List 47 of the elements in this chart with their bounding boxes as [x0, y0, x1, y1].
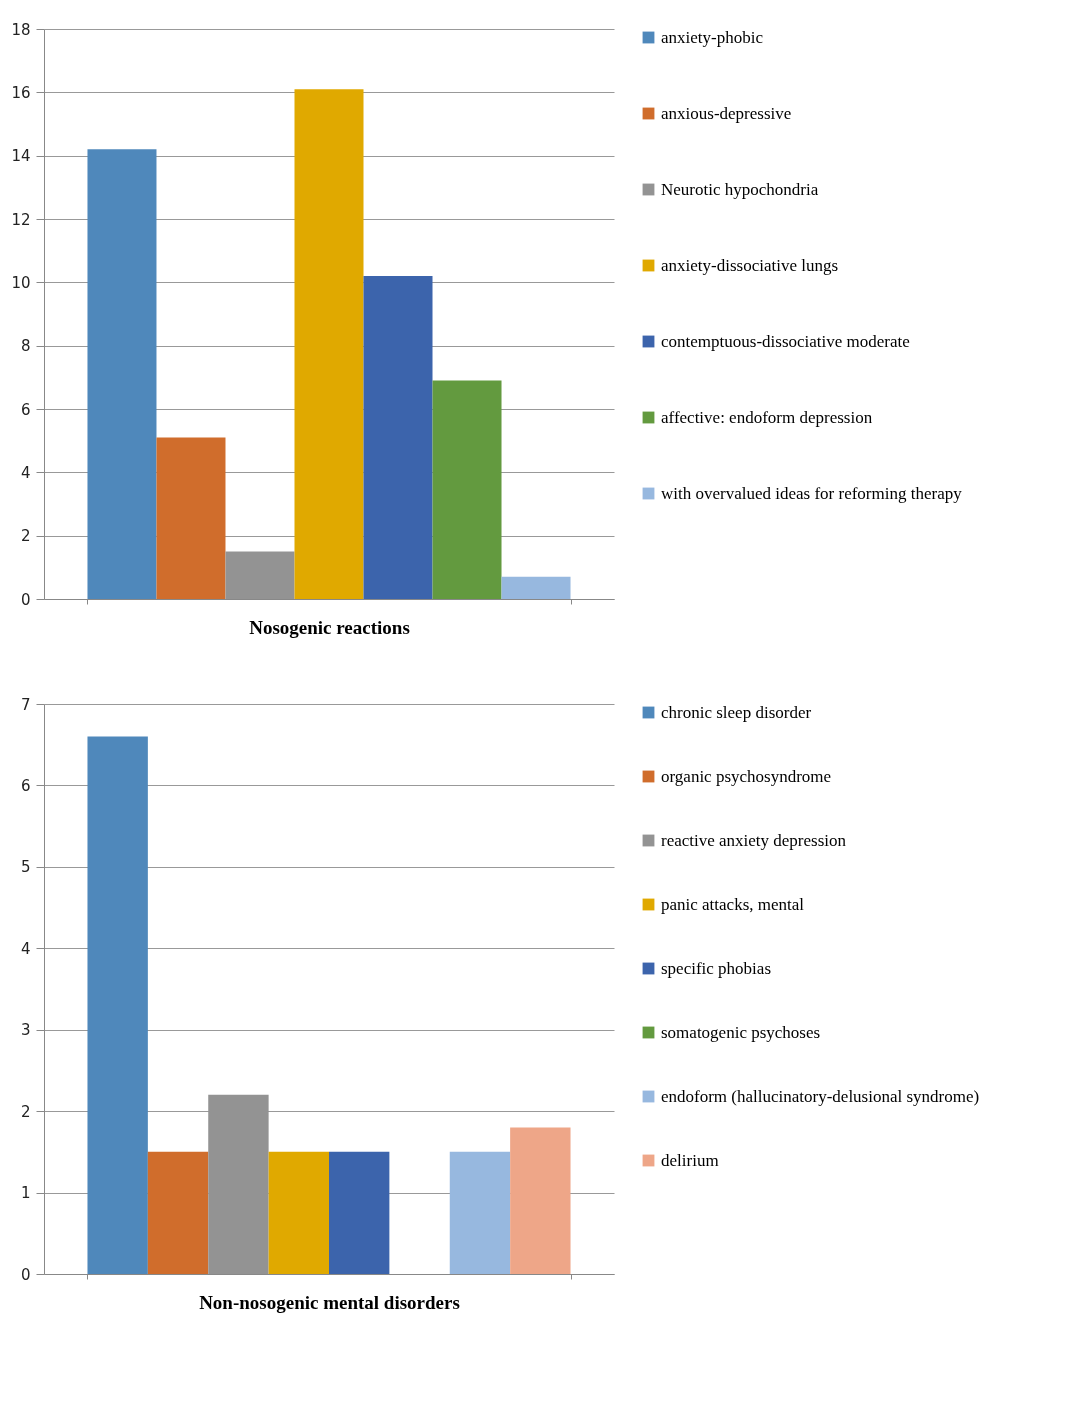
- bar: [363, 276, 433, 599]
- y-tick-label: 12: [11, 210, 31, 229]
- bar: [510, 1127, 571, 1274]
- bar: [329, 1151, 390, 1274]
- bar: [87, 149, 157, 599]
- bar: [87, 736, 148, 1274]
- y-tick-label: 1: [20, 1184, 31, 1203]
- y-tick-label: 8: [20, 337, 31, 356]
- y-tick-label: 7: [20, 695, 31, 714]
- y-tick-label: 2: [20, 1102, 31, 1121]
- legend-label: chronic sleep disorder: [661, 702, 812, 722]
- bar: [147, 1151, 209, 1274]
- y-tick-label: 0: [20, 1265, 31, 1284]
- legend-label: anxious-depressive: [661, 103, 792, 123]
- bar: [268, 1151, 329, 1274]
- y-tick-label: 14: [11, 147, 31, 166]
- y-tick-label: 0: [20, 590, 31, 609]
- bar: [156, 437, 226, 599]
- legend-label: somatogenic psychoses: [661, 1022, 821, 1042]
- legend-label: anxiety-dissociative lungs: [661, 255, 839, 275]
- y-tick-label: 6: [20, 776, 31, 795]
- legend-label: affective: endoform depression: [661, 407, 873, 427]
- legend-label: reactive anxiety depression: [661, 830, 847, 850]
- x-tick-label: Nosogenic reactions: [249, 616, 410, 638]
- legend-label: panic attacks, mental: [661, 894, 805, 914]
- legend-label: organic psychosyndrome: [661, 766, 832, 786]
- legend-label: Neurotic hypochondria: [661, 179, 819, 199]
- y-tick-label: 10: [11, 273, 31, 292]
- legend-label: with overvalued ideas for reforming therapy: [661, 483, 963, 503]
- legend-label: specific phobias: [661, 958, 771, 978]
- y-tick-label: 3: [20, 1021, 31, 1040]
- legend-label: contemptuous-dissociative moderate: [661, 331, 910, 351]
- y-tick-label: 4: [20, 939, 31, 958]
- y-tick-label: 2: [20, 527, 31, 546]
- y-tick-label: 6: [20, 400, 31, 419]
- y-tick-label: 18: [11, 20, 31, 39]
- y-tick-label: 5: [20, 858, 31, 877]
- bar: [432, 380, 502, 599]
- bar: [294, 89, 364, 599]
- y-tick-label: 4: [20, 463, 31, 482]
- legend-label: delirium: [661, 1150, 719, 1170]
- x-tick-label: Non-nosogenic mental disorders: [199, 1291, 460, 1313]
- y-tick-label: 16: [11, 83, 31, 102]
- bar: [501, 576, 571, 599]
- legend-label: anxiety-phobic: [661, 27, 764, 47]
- bar: [449, 1151, 511, 1274]
- legend-label: endoform (hallucinatory-delusional syndrome): [661, 1086, 980, 1106]
